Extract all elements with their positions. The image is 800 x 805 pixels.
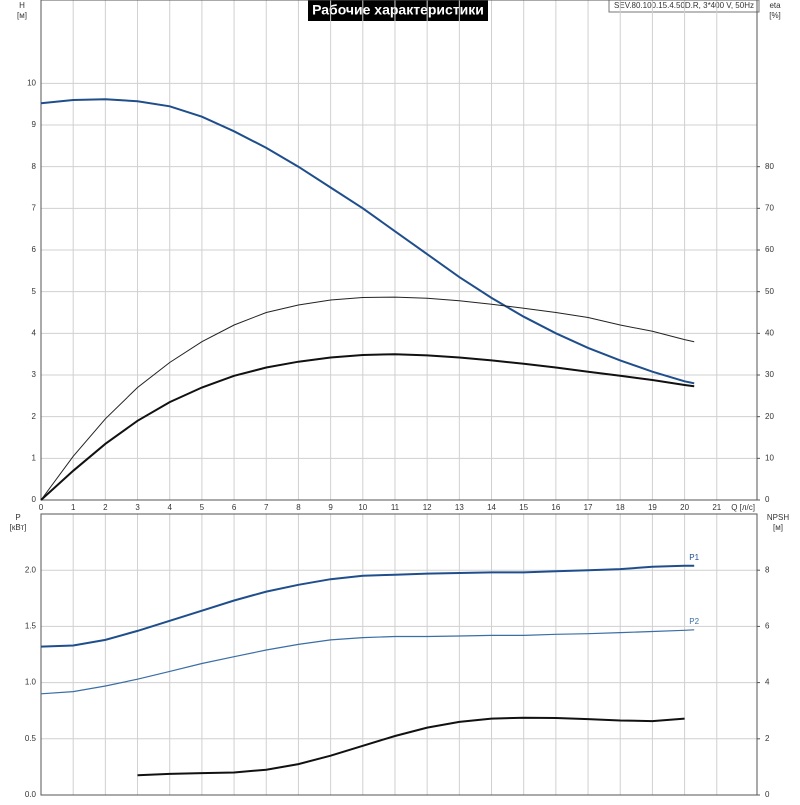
y2-tick-label: 0: [765, 790, 770, 799]
y-tick-label: 9: [32, 120, 37, 129]
y2-tick-label: 20: [765, 412, 774, 421]
y2-label: eta: [769, 1, 781, 10]
y2-tick-label: 0: [765, 495, 770, 504]
title-box: [308, 0, 488, 21]
x-tick-label: 11: [391, 503, 400, 512]
x-tick-label: 4: [167, 503, 172, 512]
x-tick-label: 9: [328, 503, 333, 512]
x-tick-label: 18: [616, 503, 625, 512]
subtitle: SEV.80.100.15.4.50D.R, 3*400 V, 50Hz: [614, 1, 754, 10]
x-tick-label: 12: [423, 503, 432, 512]
y2-tick-label: 10: [765, 453, 774, 462]
y2-tick-label: 6: [765, 622, 770, 631]
x-tick-label: 21: [712, 503, 721, 512]
series-line: [40, 98, 695, 385]
y2-tick-label: 80: [765, 162, 774, 171]
y-unit: [кВт]: [10, 523, 27, 532]
series-label: P2: [689, 617, 699, 626]
x-tick-label: 14: [487, 503, 496, 512]
y-tick-label: 2.0: [25, 565, 37, 574]
series-line: [137, 716, 685, 777]
x-tick-label: 13: [455, 503, 464, 512]
series-line: [40, 353, 695, 501]
y2-tick-label: 60: [765, 245, 774, 254]
y-unit: [м]: [17, 11, 27, 20]
y-tick-label: 1.5: [25, 622, 37, 631]
y-tick-label: 4: [32, 328, 37, 337]
x-tick-label: 3: [135, 503, 140, 512]
x-tick-label: 6: [232, 503, 237, 512]
y2-tick-label: 70: [765, 203, 774, 212]
x-tick-label: 5: [200, 503, 205, 512]
plot-frame: [40, 0, 758, 501]
y-tick-label: 0: [32, 495, 37, 504]
y-tick-label: 6: [32, 245, 37, 254]
y-label: P: [15, 513, 20, 522]
x-tick-label: 8: [296, 503, 301, 512]
x-tick-label: 20: [680, 503, 689, 512]
y-tick-label: 0.0: [25, 790, 37, 799]
y2-unit: [%]: [769, 11, 781, 20]
x-tick-label: 7: [264, 503, 269, 512]
y-tick-label: 1: [32, 453, 37, 462]
y2-tick-label: 8: [765, 565, 770, 574]
y-tick-label: 5: [32, 287, 37, 296]
y-tick-label: 2: [32, 412, 37, 421]
x-tick-label: 10: [358, 503, 367, 512]
series-line: [40, 296, 695, 501]
y2-label: NPSH: [767, 513, 789, 522]
subtitle-box: [608, 0, 760, 13]
x-label: Q [л/с]: [731, 503, 755, 512]
y-tick-label: 3: [32, 370, 37, 379]
y-tick-label: 10: [27, 78, 36, 87]
y2-tick-label: 40: [765, 328, 774, 337]
x-tick-label: 1: [71, 503, 76, 512]
plot-frame: [40, 513, 758, 796]
y2-tick-label: 50: [765, 287, 774, 296]
y-label: H: [19, 1, 25, 10]
x-tick-label: 16: [551, 503, 560, 512]
y2-tick-label: 2: [765, 734, 770, 743]
y-tick-label: 1.0: [25, 678, 37, 687]
y-tick-label: 7: [32, 203, 37, 212]
series-line: [40, 564, 695, 648]
x-tick-label: 17: [584, 503, 593, 512]
y2-tick-label: 30: [765, 370, 774, 379]
y2-tick-label: 4: [765, 678, 770, 687]
x-tick-label: 2: [103, 503, 108, 512]
x-tick-label: 0: [39, 503, 44, 512]
y2-unit: [м]: [773, 523, 783, 532]
y-tick-label: 0.5: [25, 734, 37, 743]
x-tick-label: 19: [648, 503, 657, 512]
series-line: [40, 629, 695, 695]
x-tick-label: 15: [519, 503, 528, 512]
chart-title: Рабочие характеристики: [312, 2, 484, 18]
y-tick-label: 8: [32, 162, 37, 171]
series-label: P1: [689, 553, 699, 562]
